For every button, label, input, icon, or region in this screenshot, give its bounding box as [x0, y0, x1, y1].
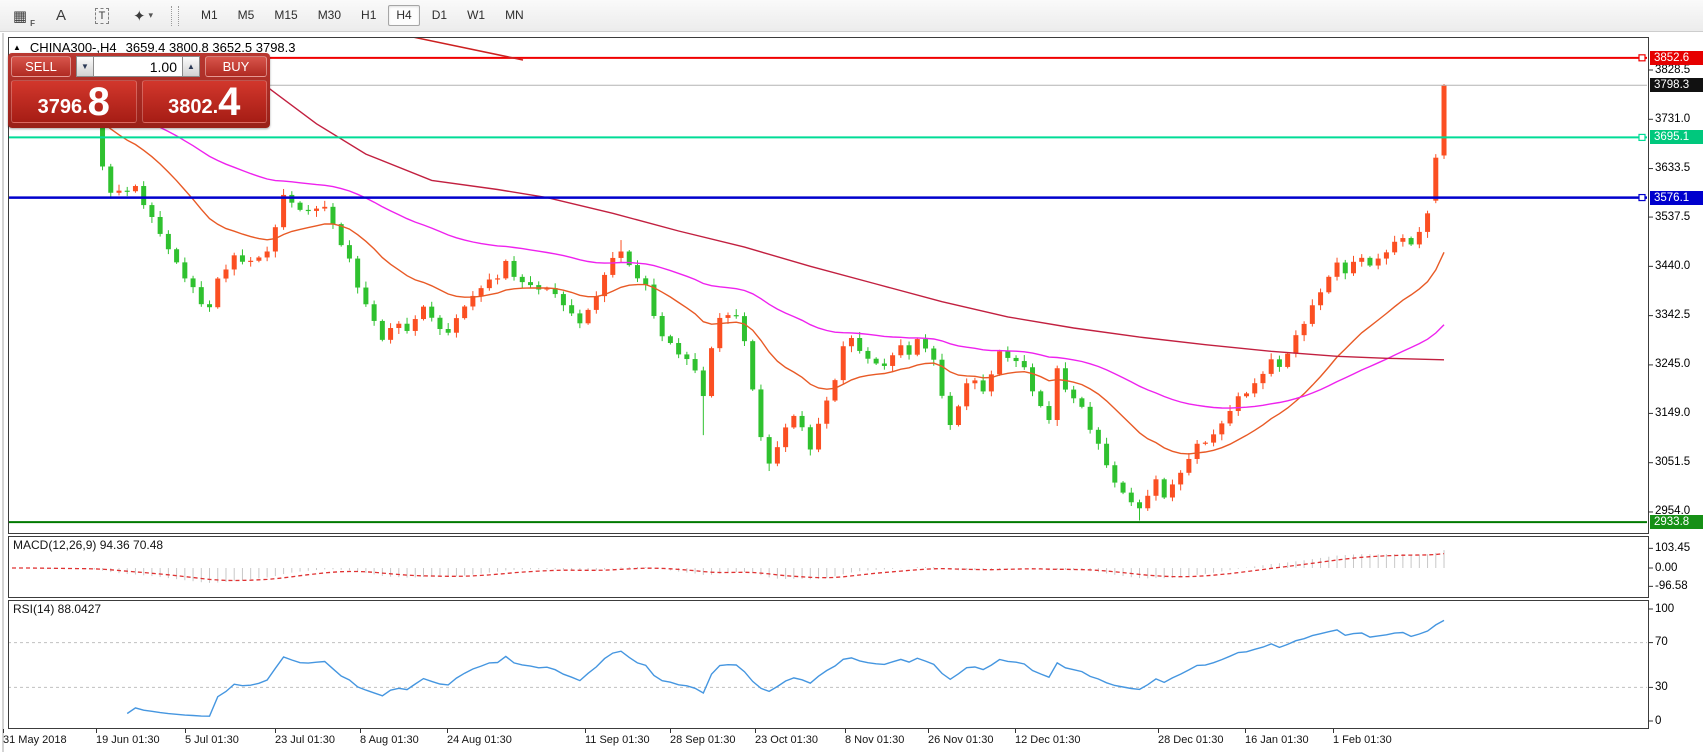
- order-controls-row: SELL ▼ ▲ BUY: [11, 56, 267, 77]
- caret-down-icon: ▼: [81, 62, 89, 71]
- price-tick-label: 3633.5: [1655, 162, 1691, 175]
- timeframe-bar: M1 M5 M15 M30 H1 H4 D1 W1 MN: [193, 5, 532, 26]
- time-tick-label: 11 Sep 01:30: [585, 734, 650, 746]
- one-click-trading-panel: SELL ▼ ▲ BUY 3796.8 3802.4: [8, 53, 270, 128]
- price-badge: 3798.3: [1650, 78, 1703, 93]
- time-tick-label: 26 Nov 01:30: [928, 734, 994, 746]
- indicators-hatch-icon-sub: F: [30, 18, 35, 28]
- indicators-hatch-icon: ▦: [12, 7, 28, 25]
- volume-input[interactable]: [94, 56, 182, 77]
- rsi-level-label: 0: [1655, 714, 1662, 727]
- time-tick-label: 28 Sep 01:30: [670, 734, 736, 746]
- sell-price-display[interactable]: 3796. 8: [11, 80, 137, 123]
- rsi-level-label: 100: [1655, 602, 1675, 615]
- rsi-level-label: 70: [1655, 636, 1668, 649]
- timeframe-m5[interactable]: M5: [237, 8, 255, 22]
- price-tick-label: 3731.0: [1655, 112, 1691, 125]
- price-tick-label: 3537.5: [1655, 210, 1691, 223]
- collapse-panel-icon[interactable]: ▲: [13, 42, 21, 52]
- rsi-label: RSI(14) 88.0427: [13, 602, 102, 616]
- macd-label: MACD(12,26,9) 94.36 70.48: [13, 538, 164, 552]
- caret-up-icon: ▲: [187, 62, 195, 71]
- time-tick-label: 28 Dec 01:30: [1158, 734, 1224, 746]
- indicators-hatch-icon-button[interactable]: ▦ F: [6, 4, 35, 28]
- price-tick-label: 3245.0: [1655, 358, 1691, 371]
- time-tick-label: 31 May 2018: [3, 734, 67, 746]
- buy-button[interactable]: BUY: [205, 56, 267, 77]
- time-tick-label: 5 Jul 01:30: [185, 734, 239, 746]
- sell-button[interactable]: SELL: [11, 56, 71, 77]
- ohlc-values: 3659.4 3800.8 3652.5 3798.3: [125, 40, 296, 55]
- time-tick-label: 1 Feb 01:30: [1333, 734, 1392, 746]
- timeframe-h4[interactable]: H4: [388, 5, 420, 26]
- draw-objects-icon-button[interactable]: ✦ ▾: [129, 4, 157, 28]
- time-tick-label: 23 Oct 01:30: [755, 734, 818, 746]
- time-tick-label: 19 Jun 01:30: [96, 734, 160, 746]
- macd-scale-label: -96.58: [1655, 579, 1688, 592]
- ask-price-main: 3802: [168, 96, 213, 118]
- timeframe-h1[interactable]: H1: [361, 8, 377, 22]
- timeframe-m30[interactable]: M30: [317, 8, 342, 22]
- chart-header: ▲ CHINA300-,H4 3659.4 3800.8 3652.5 3798…: [13, 40, 296, 55]
- time-tick-label: 8 Nov 01:30: [845, 734, 905, 746]
- rsi-level-label: 30: [1655, 680, 1668, 693]
- time-tick-label: 8 Aug 01:30: [360, 734, 419, 746]
- timeframe-m15[interactable]: M15: [274, 8, 298, 22]
- bid-price-dot: .: [82, 96, 88, 118]
- price-tick-label: 3051.5: [1655, 456, 1691, 469]
- text-label-icon-button[interactable]: A: [47, 4, 75, 28]
- volume-decrease-button[interactable]: ▼: [76, 56, 94, 77]
- draw-objects-icon: ✦: [132, 7, 146, 25]
- volume-increase-button[interactable]: ▲: [182, 56, 200, 77]
- timeframe-d1[interactable]: D1: [431, 8, 448, 22]
- window-left-edge: [2, 33, 4, 752]
- price-badge: 3576.1: [1650, 190, 1703, 205]
- bid-price-main: 3796: [37, 96, 83, 118]
- toolbar-separator[interactable]: [171, 5, 179, 26]
- macd-scale-label: 103.45: [1655, 541, 1691, 554]
- text-box-icon-button[interactable]: T: [88, 4, 116, 28]
- price-tick-label: 3440.0: [1655, 259, 1691, 272]
- toolbar: ▦ F A T ✦ ▾ M1 M5 M15 M30 H1 H4 D1 W1 MN: [0, 0, 1703, 32]
- time-tick-label: 23 Jul 01:30: [275, 734, 335, 746]
- chevron-down-icon: ▾: [148, 10, 154, 20]
- price-badge: 3852.6: [1650, 50, 1703, 65]
- timeframe-mn[interactable]: MN: [505, 8, 524, 22]
- price-tick-label: 3149.0: [1655, 406, 1691, 419]
- time-tick-label: 12 Dec 01:30: [1015, 734, 1081, 746]
- ask-price-big-digit: 4: [218, 80, 241, 124]
- text-label-icon: A: [55, 7, 66, 24]
- text-box-icon: T: [94, 7, 110, 24]
- time-tick-label: 16 Jan 01:30: [1245, 734, 1309, 746]
- timeframe-m1[interactable]: M1: [201, 8, 218, 22]
- time-tick-label: 24 Aug 01:30: [447, 734, 512, 746]
- toolbar-icons: ▦ F A T ✦ ▾: [0, 4, 157, 28]
- macd-scale-label: 0.00: [1655, 561, 1678, 574]
- ask-price-dot: .: [212, 96, 219, 118]
- price-tick-label: 3828.5: [1655, 63, 1691, 76]
- timeframe-w1[interactable]: W1: [467, 8, 486, 22]
- symbol-label: CHINA300-,H4: [29, 40, 117, 55]
- bid-price-big-digit: 8: [87, 80, 110, 124]
- price-tick-label: 3342.5: [1655, 309, 1691, 322]
- price-badge: 3695.1: [1650, 130, 1703, 145]
- price-tick-label: 2954.0: [1655, 505, 1691, 518]
- buy-price-display[interactable]: 3802. 4: [141, 80, 267, 124]
- bid-ask-row: 3796. 8 3802. 4: [11, 80, 267, 123]
- price-badge: 2933.8: [1650, 515, 1703, 530]
